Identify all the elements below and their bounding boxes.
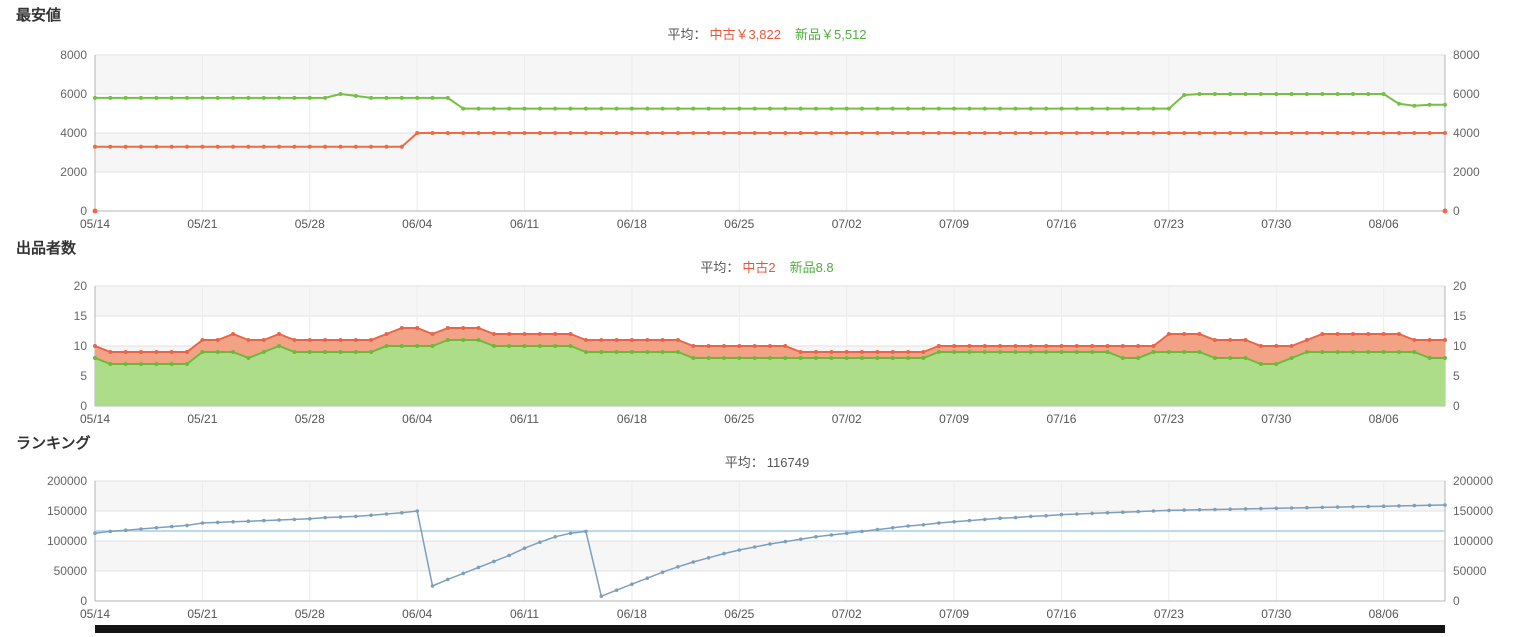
svg-text:20: 20 [1453, 279, 1467, 293]
svg-text:07/16: 07/16 [1046, 412, 1076, 426]
svg-text:4000: 4000 [60, 126, 87, 140]
svg-text:2000: 2000 [60, 165, 87, 179]
svg-text:0: 0 [80, 399, 87, 413]
legend-seller-count: 平均： 中古2 新品8.8 [0, 258, 1534, 278]
svg-text:06/18: 06/18 [617, 607, 647, 621]
svg-text:5: 5 [80, 369, 87, 383]
svg-text:07/02: 07/02 [832, 217, 862, 231]
legend-ranking: 平均： 116749 [0, 453, 1534, 473]
svg-text:06/25: 06/25 [724, 412, 754, 426]
legend-ranking-average: 116749 [766, 455, 810, 470]
svg-text:8000: 8000 [60, 48, 87, 62]
svg-text:07/09: 07/09 [939, 412, 969, 426]
legend-new-count: 新品8.8 [789, 260, 834, 275]
svg-text:200000: 200000 [47, 474, 87, 488]
svg-text:200000: 200000 [1453, 474, 1493, 488]
bottom-dark-bar [95, 625, 1445, 633]
svg-text:0: 0 [80, 594, 87, 608]
svg-text:07/30: 07/30 [1261, 217, 1291, 231]
svg-text:05/14: 05/14 [80, 217, 110, 231]
svg-text:0: 0 [1453, 399, 1460, 413]
svg-text:08/06: 08/06 [1369, 412, 1399, 426]
svg-text:06/04: 06/04 [402, 607, 432, 621]
svg-text:08/06: 08/06 [1369, 607, 1399, 621]
svg-text:0: 0 [80, 204, 87, 218]
svg-text:05/14: 05/14 [80, 412, 110, 426]
section-lowest-price: 最安値 平均： 中古￥3,822 新品￥5,512 05/14 05/21 05/28 0… [0, 7, 1534, 233]
svg-text:07/09: 07/09 [939, 217, 969, 231]
svg-text:100000: 100000 [1453, 534, 1493, 548]
ranking-chart-canvas[interactable]: 05/14 05/21 05/28 06/04 06/11 06/18 06/25 07/02… [0, 473, 1534, 623]
svg-text:4000: 4000 [1453, 126, 1480, 140]
svg-text:15: 15 [74, 309, 88, 323]
svg-text:8000: 8000 [1453, 48, 1480, 62]
svg-text:05/21: 05/21 [187, 412, 217, 426]
svg-text:10: 10 [74, 339, 88, 353]
svg-text:06/11: 06/11 [510, 217, 539, 231]
svg-text:10: 10 [1453, 339, 1467, 353]
legend-average-label: 平均： [667, 27, 707, 42]
svg-text:06/11: 06/11 [510, 607, 539, 621]
svg-text:08/06: 08/06 [1369, 217, 1399, 231]
legend-lowest-price: 平均： 中古￥3,822 新品￥5,512 [0, 25, 1534, 45]
svg-text:06/11: 06/11 [510, 412, 539, 426]
svg-text:05/28: 05/28 [295, 412, 325, 426]
svg-text:05/14: 05/14 [80, 607, 110, 621]
svg-text:06/04: 06/04 [402, 217, 432, 231]
svg-text:07/30: 07/30 [1261, 412, 1291, 426]
svg-text:05/21: 05/21 [187, 217, 217, 231]
svg-text:07/09: 07/09 [939, 607, 969, 621]
svg-text:07/23: 07/23 [1154, 412, 1184, 426]
svg-text:07/16: 07/16 [1046, 607, 1076, 621]
chart-title-ranking: ランキング [16, 435, 91, 452]
lowest-price-chart-canvas[interactable]: 05/14 05/21 05/28 06/04 06/11 06/18 06/25 07/02… [0, 45, 1534, 233]
svg-text:0: 0 [1453, 204, 1460, 218]
svg-text:50000: 50000 [54, 564, 88, 578]
svg-text:07/02: 07/02 [832, 607, 862, 621]
legend-average-label: 平均： [700, 260, 740, 275]
svg-text:15: 15 [1453, 309, 1467, 323]
svg-text:06/25: 06/25 [724, 217, 754, 231]
legend-used-count: 中古2 [742, 260, 776, 275]
section-ranking: ランキング 平均： 116749 05/14 05/21 05/28 06/04 06/1… [0, 435, 1534, 623]
svg-text:6000: 6000 [60, 87, 87, 101]
chart-title-seller-count: 出品者数 [16, 240, 77, 257]
section-seller-count: 出品者数 平均： 中古2 新品8.8 05/14 05/21 05/28 06/04 06/… [0, 240, 1534, 428]
svg-text:06/18: 06/18 [617, 412, 647, 426]
svg-text:150000: 150000 [1453, 504, 1493, 518]
svg-text:07/30: 07/30 [1261, 607, 1291, 621]
seller-count-chart-canvas[interactable]: 05/14 05/21 05/28 06/04 06/11 06/18 06/25 07/02… [0, 278, 1534, 428]
svg-text:05/21: 05/21 [187, 607, 217, 621]
svg-text:07/02: 07/02 [832, 412, 862, 426]
svg-text:06/04: 06/04 [402, 412, 432, 426]
svg-text:50000: 50000 [1453, 564, 1487, 578]
svg-text:150000: 150000 [47, 504, 87, 518]
svg-text:05/28: 05/28 [295, 607, 325, 621]
svg-text:5: 5 [1453, 369, 1460, 383]
svg-text:07/23: 07/23 [1154, 607, 1184, 621]
legend-new-price: 新品￥5,512 [795, 27, 867, 42]
svg-text:2000: 2000 [1453, 165, 1480, 179]
legend-used-price: 中古￥3,822 [709, 27, 781, 42]
svg-text:100000: 100000 [47, 534, 87, 548]
svg-text:20: 20 [74, 279, 88, 293]
svg-text:6000: 6000 [1453, 87, 1480, 101]
svg-text:07/23: 07/23 [1154, 217, 1184, 231]
svg-text:06/25: 06/25 [724, 607, 754, 621]
svg-text:06/18: 06/18 [617, 217, 647, 231]
chart-title-lowest-price: 最安値 [16, 7, 62, 24]
svg-text:07/16: 07/16 [1046, 217, 1076, 231]
svg-text:0: 0 [1453, 594, 1460, 608]
svg-text:05/28: 05/28 [295, 217, 325, 231]
legend-average-label: 平均： [724, 455, 764, 470]
